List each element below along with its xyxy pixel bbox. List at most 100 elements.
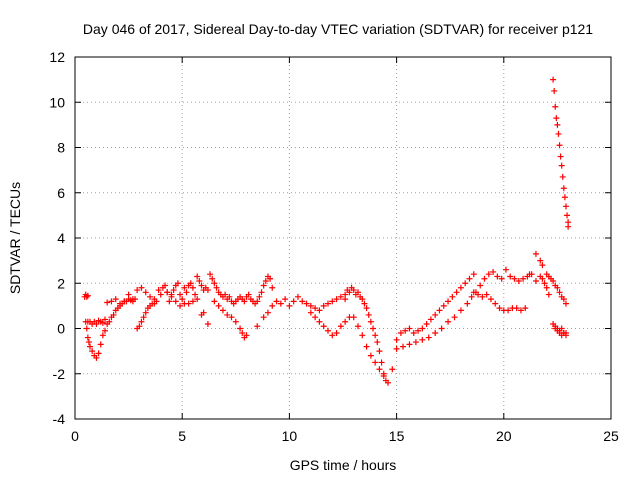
data-point [192,291,199,298]
data-point [419,336,426,343]
data-point [564,212,571,219]
data-point [389,366,396,373]
data-point [151,296,158,303]
data-point [537,257,544,264]
data-point [85,339,92,346]
data-point [363,343,370,350]
data-point [376,348,383,355]
data-point [204,320,211,327]
data-point [359,296,366,303]
data-point [532,250,539,257]
data-point [406,325,413,332]
y-tick-label: 8 [57,140,65,156]
data-point [83,325,90,332]
data-point [237,325,244,332]
data-point [110,311,117,318]
data-point [494,273,501,280]
data-point [194,273,201,280]
data-point [556,142,563,149]
data-point [445,318,452,325]
data-point [507,273,514,280]
data-point [189,298,196,305]
data-point [155,287,162,294]
data-point [505,307,512,314]
data-point [498,275,505,282]
data-point [445,298,452,305]
data-point [551,87,558,94]
data-point [316,318,323,325]
data-point [102,316,109,323]
data-point [226,293,233,300]
data-point [168,291,175,298]
data-point [457,307,464,314]
data-point [370,325,377,332]
data-point [412,339,419,346]
data-point [378,359,385,366]
data-point [262,277,269,284]
data-point [477,282,484,289]
data-point [565,223,572,230]
y-tick-label: -2 [53,366,66,382]
data-point [207,271,214,278]
data-point [219,307,226,314]
data-point [350,314,357,321]
data-point [562,203,569,210]
data-point [93,354,100,361]
data-point [423,320,430,327]
data-point [367,318,374,325]
data-point [562,332,569,339]
data-point [282,296,289,303]
data-point [320,323,327,330]
data-point [559,173,566,180]
data-point [406,341,413,348]
data-point [99,332,106,339]
y-tick-label: 12 [49,49,65,65]
data-point [359,332,366,339]
data-point [363,305,370,312]
data-point [104,299,111,306]
data-point [211,298,218,305]
data-point [400,343,407,350]
data-point [99,319,106,326]
data-point [200,309,207,316]
x-tick-label: 5 [178,428,186,444]
data-point [134,287,141,294]
data-point [303,300,310,307]
data-point [136,323,143,330]
data-point [215,302,222,309]
data-point [243,332,250,339]
data-point [185,300,192,307]
data-point [517,307,524,314]
data-point [245,291,252,298]
data-point [97,341,104,348]
data-point [228,314,235,321]
data-point [286,302,293,309]
x-tick-label: 15 [389,428,405,444]
data-point [361,300,368,307]
data-point [555,130,562,137]
x-tick-labels: 0 5 10 15 20 25 [71,428,619,444]
data-point [254,298,261,305]
data-point [162,282,169,289]
data-point [376,366,383,373]
data-point [410,330,417,337]
data-point [254,323,261,330]
data-point [346,289,353,296]
data-point [198,282,205,289]
data-point [436,307,443,314]
data-point [350,287,357,294]
data-point [464,300,471,307]
data-point [307,302,314,309]
data-point [462,280,469,287]
data-point [299,298,306,305]
data-point [258,289,265,296]
data-point [393,336,400,343]
data-point [355,323,362,330]
data-point [342,291,349,298]
data-point [333,296,340,303]
data-point [554,284,561,291]
data-point [224,311,231,318]
data-point [264,309,271,316]
data-point [337,293,344,300]
